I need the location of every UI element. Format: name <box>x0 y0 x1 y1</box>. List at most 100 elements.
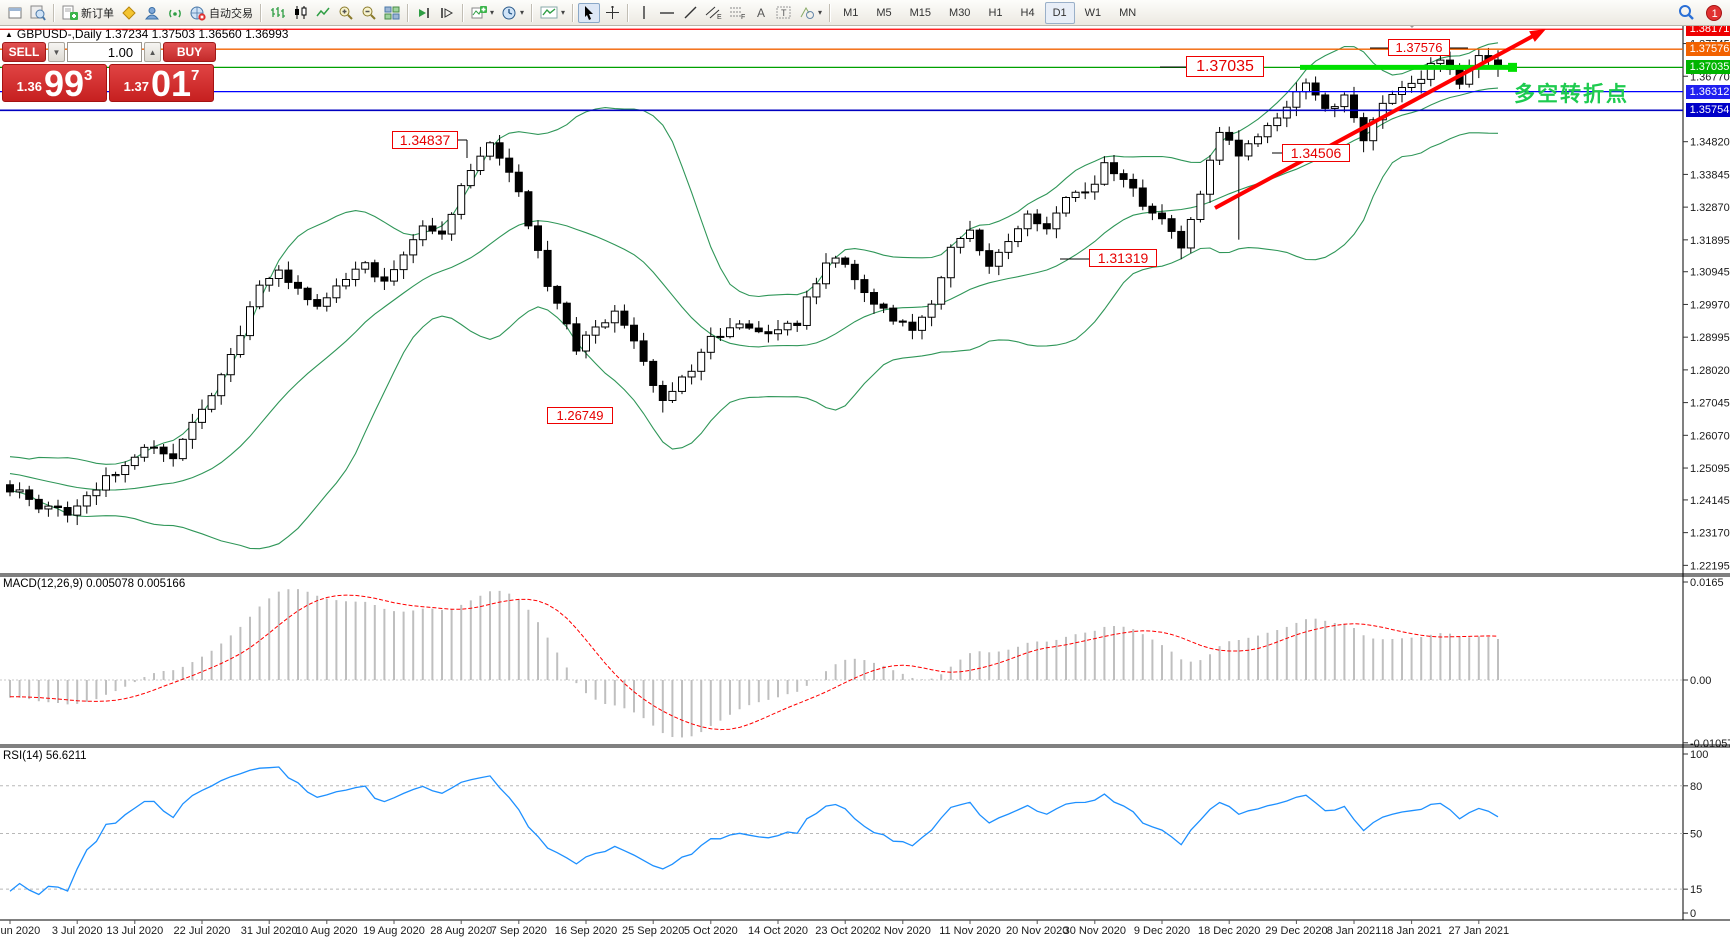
date-label: 19 Aug 2020 <box>363 925 425 937</box>
toolbar-separator <box>531 3 534 22</box>
favorites-icon[interactable] <box>118 3 140 23</box>
axis-price-box-1.37576: 1.37576 <box>1686 42 1730 57</box>
dropdown-caret-icon: ▾ <box>818 8 823 17</box>
svg-text:1: 1 <box>1712 8 1718 20</box>
signal-icon[interactable] <box>164 3 186 23</box>
channel-tool[interactable]: E <box>702 3 725 23</box>
candles <box>6 47 1502 526</box>
autotrade-button[interactable]: 自动交易 <box>187 3 256 23</box>
date-label: 20 Nov 2020 <box>1006 925 1068 937</box>
axis-tick-label: 1.23170 <box>1690 528 1730 540</box>
axis-tick-label: 1.28995 <box>1690 332 1730 344</box>
tile-windows-icon[interactable] <box>381 3 403 23</box>
volume-decrease-button[interactable]: ▼ <box>48 42 65 62</box>
price-annotation-1.31319[interactable]: 1.31319 <box>1089 249 1157 267</box>
price-annotation-1.34837[interactable]: 1.34837 <box>392 131 458 149</box>
timeframe-button-M5[interactable]: M5 <box>876 6 892 19</box>
price-annotation-1.34506[interactable]: 1.34506 <box>1282 144 1350 162</box>
add-indicator-icon[interactable]: ▾ <box>468 3 497 23</box>
volume-increase-button[interactable]: ▲ <box>144 42 161 62</box>
profile-icon[interactable] <box>141 3 163 23</box>
indicators-list-icon[interactable]: ▾ <box>537 3 568 23</box>
timeframe-button-M15[interactable]: M15 <box>909 6 932 19</box>
main-price-panel <box>0 28 1683 550</box>
text-label-tool[interactable]: T <box>773 3 795 23</box>
ask-prefix: 1.37 <box>123 79 149 94</box>
date-label: 3 Jul 2020 <box>52 925 103 937</box>
periods-clock-icon[interactable]: ▾ <box>498 3 527 23</box>
axis-tick-label: 1.29970 <box>1690 299 1730 311</box>
date-label: 24 Jun 2020 <box>0 925 40 937</box>
timeframe-button-M1[interactable]: M1 <box>843 6 859 19</box>
axis-tick-label: 0.0165 <box>1690 577 1724 589</box>
one-click-trading-panel: SELL ▼ 1.00 ▲ BUY 1.36 99 3 1.37 01 7 <box>2 42 216 102</box>
timeframe-button-MN[interactable]: MN <box>1119 6 1137 19</box>
collapse-triangle-icon: ▲ <box>5 29 13 39</box>
axis-tick-label: 1.24145 <box>1690 495 1730 507</box>
buy-price-button[interactable]: 1.37 01 7 <box>109 64 214 102</box>
axis-tick-label: 1.32870 <box>1690 202 1730 214</box>
axis-tick-label: -0.010571 <box>1690 738 1730 750</box>
new-order-label: 新订单 <box>81 7 114 20</box>
volume-input[interactable]: 1.00 <box>66 42 143 62</box>
svg-text:F: F <box>741 14 745 20</box>
ohlc-text: GBPUSD-,Daily 1.37234 1.37503 1.36560 1.… <box>16 27 289 41</box>
vline-tool[interactable] <box>633 3 655 23</box>
trend-arrow[interactable] <box>1214 31 1539 210</box>
timeframe-button-H4[interactable]: H4 <box>1020 6 1035 19</box>
date-label: 14 Oct 2020 <box>748 925 808 937</box>
toolbar-separator <box>407 3 409 22</box>
chart-shift-icon[interactable] <box>436 3 458 23</box>
date-label: 18 Dec 2020 <box>1198 925 1260 937</box>
axis-tick-label: 1.22195 <box>1690 560 1730 572</box>
buy-button[interactable]: BUY <box>163 42 216 62</box>
text-tool[interactable]: A <box>750 3 772 23</box>
price-annotation-1.37035[interactable]: 1.37035 <box>1186 56 1264 77</box>
axes[interactable]: 1.377451.367701.348201.338451.328701.318… <box>0 39 1730 937</box>
zoom-in-icon[interactable] <box>335 3 357 23</box>
date-label: 7 Sep 2020 <box>491 925 547 937</box>
date-label: 25 Sep 2020 <box>622 925 684 937</box>
hline-tool[interactable] <box>656 3 678 23</box>
axis-tick-label: 1.28020 <box>1690 365 1730 377</box>
notification-badge[interactable]: 1 <box>1702 3 1726 23</box>
toolbar-separator <box>829 3 832 22</box>
shapes-tool[interactable]: ▾ <box>796 3 825 23</box>
axis-tick-label: 1.34820 <box>1690 137 1730 149</box>
timeframe-button-H1[interactable]: H1 <box>988 6 1003 19</box>
fibonacci-tool[interactable]: F <box>726 3 749 23</box>
date-label: 27 Jan 2021 <box>1449 925 1510 937</box>
cursor-tool[interactable] <box>578 2 601 23</box>
date-label: 2 Nov 2020 <box>875 925 931 937</box>
axis-tick-label: 15 <box>1690 884 1702 896</box>
zoom-out-icon[interactable] <box>358 3 380 23</box>
price-annotation-1.37576[interactable]: 1.37576 <box>1388 39 1450 56</box>
axis-tick-label: 1.26070 <box>1690 430 1730 442</box>
timeframe-button-W1[interactable]: W1 <box>1084 6 1102 19</box>
dropdown-caret-icon: ▾ <box>561 8 566 17</box>
trendline-handle[interactable] <box>1508 62 1517 72</box>
axis-price-box-1.36312: 1.36312 <box>1686 84 1730 99</box>
price-annotation-1.26749[interactable]: 1.26749 <box>547 407 613 424</box>
axis-price-box-1.37035: 1.37035 <box>1686 60 1730 75</box>
chart-window-icon[interactable] <box>4 3 26 23</box>
crosshair-tool[interactable] <box>601 3 623 23</box>
timeframe-button-D1[interactable]: D1 <box>1044 1 1075 24</box>
axis-tick-label: 1.27045 <box>1690 398 1730 410</box>
sell-price-button[interactable]: 1.36 99 3 <box>2 64 107 102</box>
sell-button[interactable]: SELL <box>2 42 46 62</box>
svg-text:A: A <box>757 6 765 20</box>
trendline-tool[interactable] <box>679 3 701 23</box>
linechart-mode-icon[interactable] <box>312 3 334 23</box>
search-icon[interactable] <box>1675 3 1698 23</box>
data-window-icon[interactable] <box>27 3 49 23</box>
bollinger-band <box>9 42 1499 465</box>
candlestick-mode-icon[interactable] <box>289 3 311 23</box>
timeframe-button-M30[interactable]: M30 <box>949 6 971 19</box>
axis-tick-label: 1.31895 <box>1690 235 1730 247</box>
autoscroll-icon[interactable] <box>413 3 435 23</box>
turning-point-note[interactable]: 多空转折点 <box>1514 83 1629 106</box>
new-order-button[interactable]: 新订单 <box>59 3 117 23</box>
barchart-mode-icon[interactable] <box>266 3 288 23</box>
